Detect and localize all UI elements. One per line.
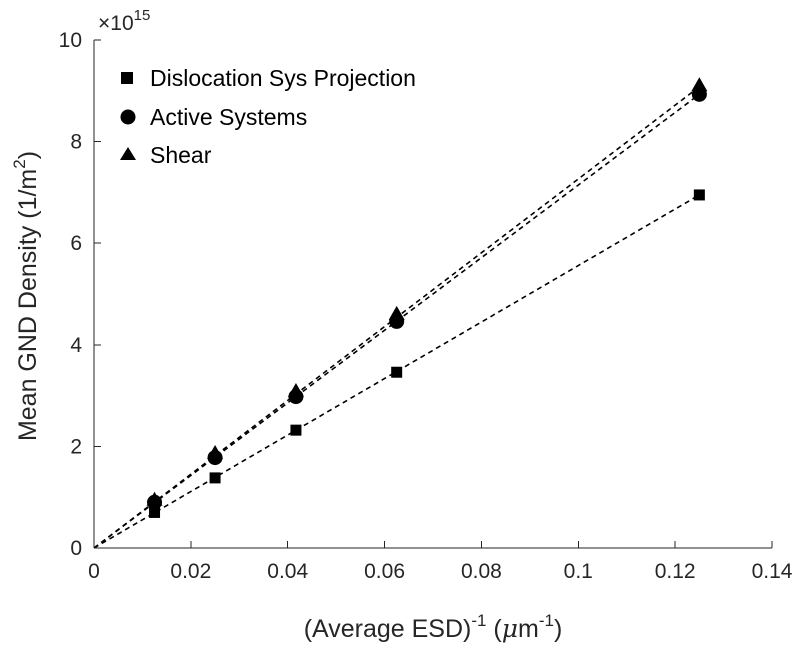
x-tick-label-0-06: 0.06 bbox=[364, 560, 405, 583]
y-axis-label-main: Mean GND Density (1/m bbox=[14, 169, 42, 441]
point-dislocation-sys-projection-2 bbox=[209, 472, 221, 484]
point-dislocation-sys-projection-4 bbox=[391, 366, 403, 378]
x-axis-label-sup-1: -1 bbox=[471, 611, 486, 630]
x-axis-label: (Average ESD)-1 (μm-1) bbox=[304, 611, 563, 643]
y-axis-label-sup: 2 bbox=[10, 159, 29, 168]
x-tick-label-0-08: 0.08 bbox=[461, 560, 502, 583]
x-tick-label-0-04: 0.04 bbox=[267, 560, 308, 583]
y-axis-ticks: 0 2 4 6 8 10 bbox=[59, 29, 101, 560]
y-tick-label-0: 0 bbox=[70, 537, 82, 560]
y-tick-label-6: 6 bbox=[70, 232, 82, 255]
y-tick-label-4: 4 bbox=[70, 334, 82, 357]
point-shear-4 bbox=[388, 305, 405, 320]
point-dislocation-sys-projection-1 bbox=[149, 506, 161, 518]
y-tick-label-2: 2 bbox=[70, 435, 82, 458]
legend: Dislocation Sys Projection Active System… bbox=[120, 65, 416, 168]
x-axis-ticks: 0 0.02 0.04 0.06 0.08 0.1 0.12 0.14 bbox=[88, 541, 793, 583]
y-tick-label-8: 8 bbox=[70, 131, 82, 154]
x-tick-label-0-02: 0.02 bbox=[170, 560, 211, 583]
y-axis-label-close: ) bbox=[14, 151, 42, 159]
x-tick-label-0-14: 0.14 bbox=[752, 560, 793, 583]
legend-marker-triangle-icon bbox=[120, 147, 136, 160]
y-axis-multiplier: ×1015 bbox=[98, 7, 150, 35]
y-tick-label-10: 10 bbox=[59, 29, 82, 52]
y-axis-label: Mean GND Density (1/m2) bbox=[10, 151, 42, 441]
y-multiplier-exponent: 15 bbox=[134, 7, 151, 24]
x-axis-label-unit-open: ( bbox=[486, 615, 502, 643]
point-dislocation-sys-projection-5 bbox=[693, 189, 705, 201]
x-axis-label-unit-m: m bbox=[518, 615, 539, 643]
legend-label-active-systems: Active Systems bbox=[150, 104, 307, 130]
point-shear-1 bbox=[146, 491, 163, 506]
x-tick-label-0-12: 0.12 bbox=[655, 560, 696, 583]
legend-label-shear: Shear bbox=[150, 142, 212, 168]
point-shear-5 bbox=[691, 77, 708, 92]
x-axis-label-unit-close: ) bbox=[554, 615, 562, 643]
point-shear-2 bbox=[207, 445, 224, 460]
point-shear-3 bbox=[287, 383, 304, 398]
y-multiplier-base: ×10 bbox=[98, 12, 134, 35]
x-axis-label-mu: μ bbox=[502, 614, 518, 643]
legend-marker-circle-icon bbox=[120, 109, 136, 125]
legend-marker-square-icon bbox=[121, 72, 133, 84]
point-dislocation-sys-projection-3 bbox=[290, 424, 302, 436]
x-tick-label-0: 0 bbox=[88, 560, 100, 583]
x-axis-label-main: (Average ESD) bbox=[304, 615, 472, 643]
data-markers bbox=[146, 77, 708, 518]
legend-label-dislocation-sys-projection: Dislocation Sys Projection bbox=[150, 65, 416, 91]
x-tick-label-0-1: 0.1 bbox=[564, 560, 593, 583]
x-axis-label-sup-2: -1 bbox=[539, 611, 554, 630]
